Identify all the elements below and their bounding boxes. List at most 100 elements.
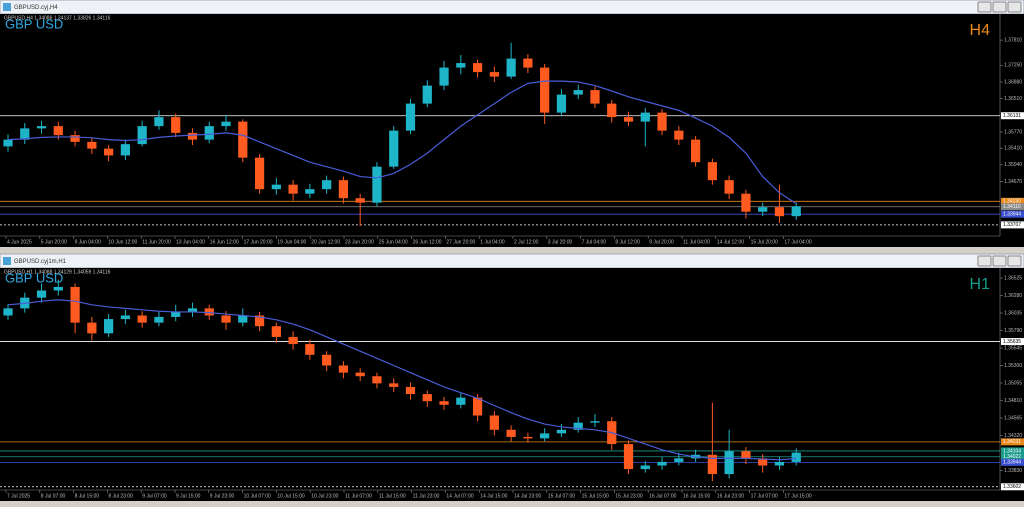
price-level-label: 1.33602 (1003, 484, 1021, 490)
candle-body (523, 58, 533, 68)
candle-body (372, 166, 382, 203)
x-tick-label: 4 Jun 2025 (7, 239, 32, 245)
minimize-button[interactable] (977, 255, 992, 267)
candle-body (322, 354, 332, 366)
x-tick-label: 16 Jul 15:00 (683, 493, 710, 499)
price-level-tag (1001, 338, 1024, 346)
x-tick-label: 13 Jun 04:00 (176, 239, 205, 245)
candle-body (707, 162, 717, 181)
chart-area (0, 14, 1024, 247)
close-button[interactable] (1007, 1, 1022, 13)
maximize-button[interactable] (992, 1, 1007, 13)
candle-body (20, 128, 30, 140)
y-tick-label: 1.36510 (1004, 96, 1022, 102)
candle-body (623, 117, 634, 122)
y-tick-label: 1.34670 (1004, 179, 1022, 185)
window-title: GBPUSD.cyj1m,H1 (14, 259, 67, 265)
candle-body (741, 451, 751, 459)
chart-area (0, 268, 1024, 501)
y-tick-label: 1.36880 (1004, 79, 1022, 85)
x-tick-label: 11 Jun 20:00 (142, 239, 171, 245)
x-tick-label: 15 Jul 15:00 (582, 493, 609, 499)
x-tick-label: 8 Jul 07:00 (41, 493, 66, 499)
price-level-tag (1001, 447, 1024, 455)
x-tick-label: 11 Jul 04:00 (683, 239, 710, 245)
moving-average (7, 80, 797, 205)
chart-window: GBPUSD.cyj,H4 1.37810 1.37250 1.36880 1.3651… (0, 0, 1024, 247)
candle-body (405, 103, 416, 131)
candle-body (137, 315, 147, 323)
title-bar (0, 0, 1024, 15)
x-tick-label: 8 Jul 12:00 (615, 239, 640, 245)
x-tick-label: 19 Jun 04:00 (277, 239, 306, 245)
x-tick-label: 7 Jul 04:00 (582, 239, 607, 245)
y-tick-label: 1.35770 (1004, 129, 1022, 135)
candle-body (3, 308, 13, 316)
x-tick-label: 9 Jul 07:00 (142, 493, 167, 499)
x-tick-label: 17 Jun 20:00 (244, 239, 273, 245)
y-tick-label: 1.35545 (1004, 345, 1022, 351)
x-tick-label: 10 Jul 15:00 (277, 493, 304, 499)
candle-body (53, 126, 63, 136)
candle-body (758, 458, 768, 466)
x-tick-label: 8 Jul 15:00 (75, 493, 100, 499)
candle-body (305, 344, 315, 355)
candle-body (154, 117, 164, 127)
candle-body (87, 141, 97, 149)
chart-window: GBPUSD.cyj1m,H1 1.36525 1.36280 1.36035 1.35… (0, 253, 1024, 501)
candle-body (254, 157, 265, 190)
candle-body (657, 461, 667, 466)
candle-body (187, 308, 198, 312)
candle-body (540, 67, 550, 113)
close-button[interactable] (1007, 255, 1022, 267)
x-tick-label: 14 Jul 23:00 (514, 493, 541, 499)
x-tick-label: 14 Jul 12:00 (717, 239, 744, 245)
candle-body (238, 315, 248, 323)
price-level-tag (1001, 221, 1024, 229)
candle-body (741, 193, 751, 212)
minimize-button[interactable] (977, 1, 992, 13)
ohlc-info: GBPUSD,H4 1.34086 1.34137 1.33826 1.3411… (4, 15, 111, 21)
price-level-label: 1.36131 (1003, 113, 1021, 119)
candle-body (70, 135, 80, 142)
candle-body (70, 286, 80, 323)
price-level-label: 1.34231 (1003, 439, 1021, 445)
candle-body (489, 72, 499, 77)
price-level-tag (1001, 210, 1024, 218)
x-tick-label: 16 Jul 23:00 (717, 493, 744, 499)
y-tick-label: 1.36525 (1004, 275, 1022, 281)
candle-body (690, 139, 701, 163)
symbol-label: GBP USD (5, 270, 63, 285)
y-tick-label: 1.35410 (1004, 146, 1022, 152)
candle-body (389, 130, 399, 167)
maximize-button[interactable] (992, 255, 1007, 267)
price-level-label: 1.34022 (1003, 454, 1021, 460)
candle-body (556, 429, 567, 434)
x-tick-label: 25 Jun 04:00 (379, 239, 408, 245)
x-tick-label: 26 Jun 12:00 (413, 239, 442, 245)
candle-body (439, 401, 449, 405)
candle-body (305, 189, 315, 194)
price-level-label: 1.33944 (1003, 460, 1021, 466)
x-tick-label: 15 Jul 20:00 (751, 239, 778, 245)
candle-body (271, 326, 281, 337)
candle-body (556, 94, 567, 113)
candle-body (288, 336, 298, 345)
x-tick-label: 15 Jul 23:00 (615, 493, 642, 499)
candle-body (422, 85, 432, 104)
x-tick-label: 16 Jul 07:00 (649, 493, 676, 499)
candle-body (506, 58, 516, 77)
y-tick-label: 1.35040 (1004, 162, 1022, 168)
candle-body (590, 421, 600, 423)
candle-body (338, 180, 349, 199)
candle-body (640, 465, 650, 470)
candle-body (607, 103, 617, 118)
candle-body (221, 315, 231, 323)
candle-body (53, 286, 63, 291)
candle-body (36, 290, 47, 298)
candle-body (36, 126, 47, 129)
candle-body (171, 311, 181, 317)
x-tick-label: 7 Jul 2025 (7, 493, 30, 499)
candle-body (338, 365, 349, 373)
